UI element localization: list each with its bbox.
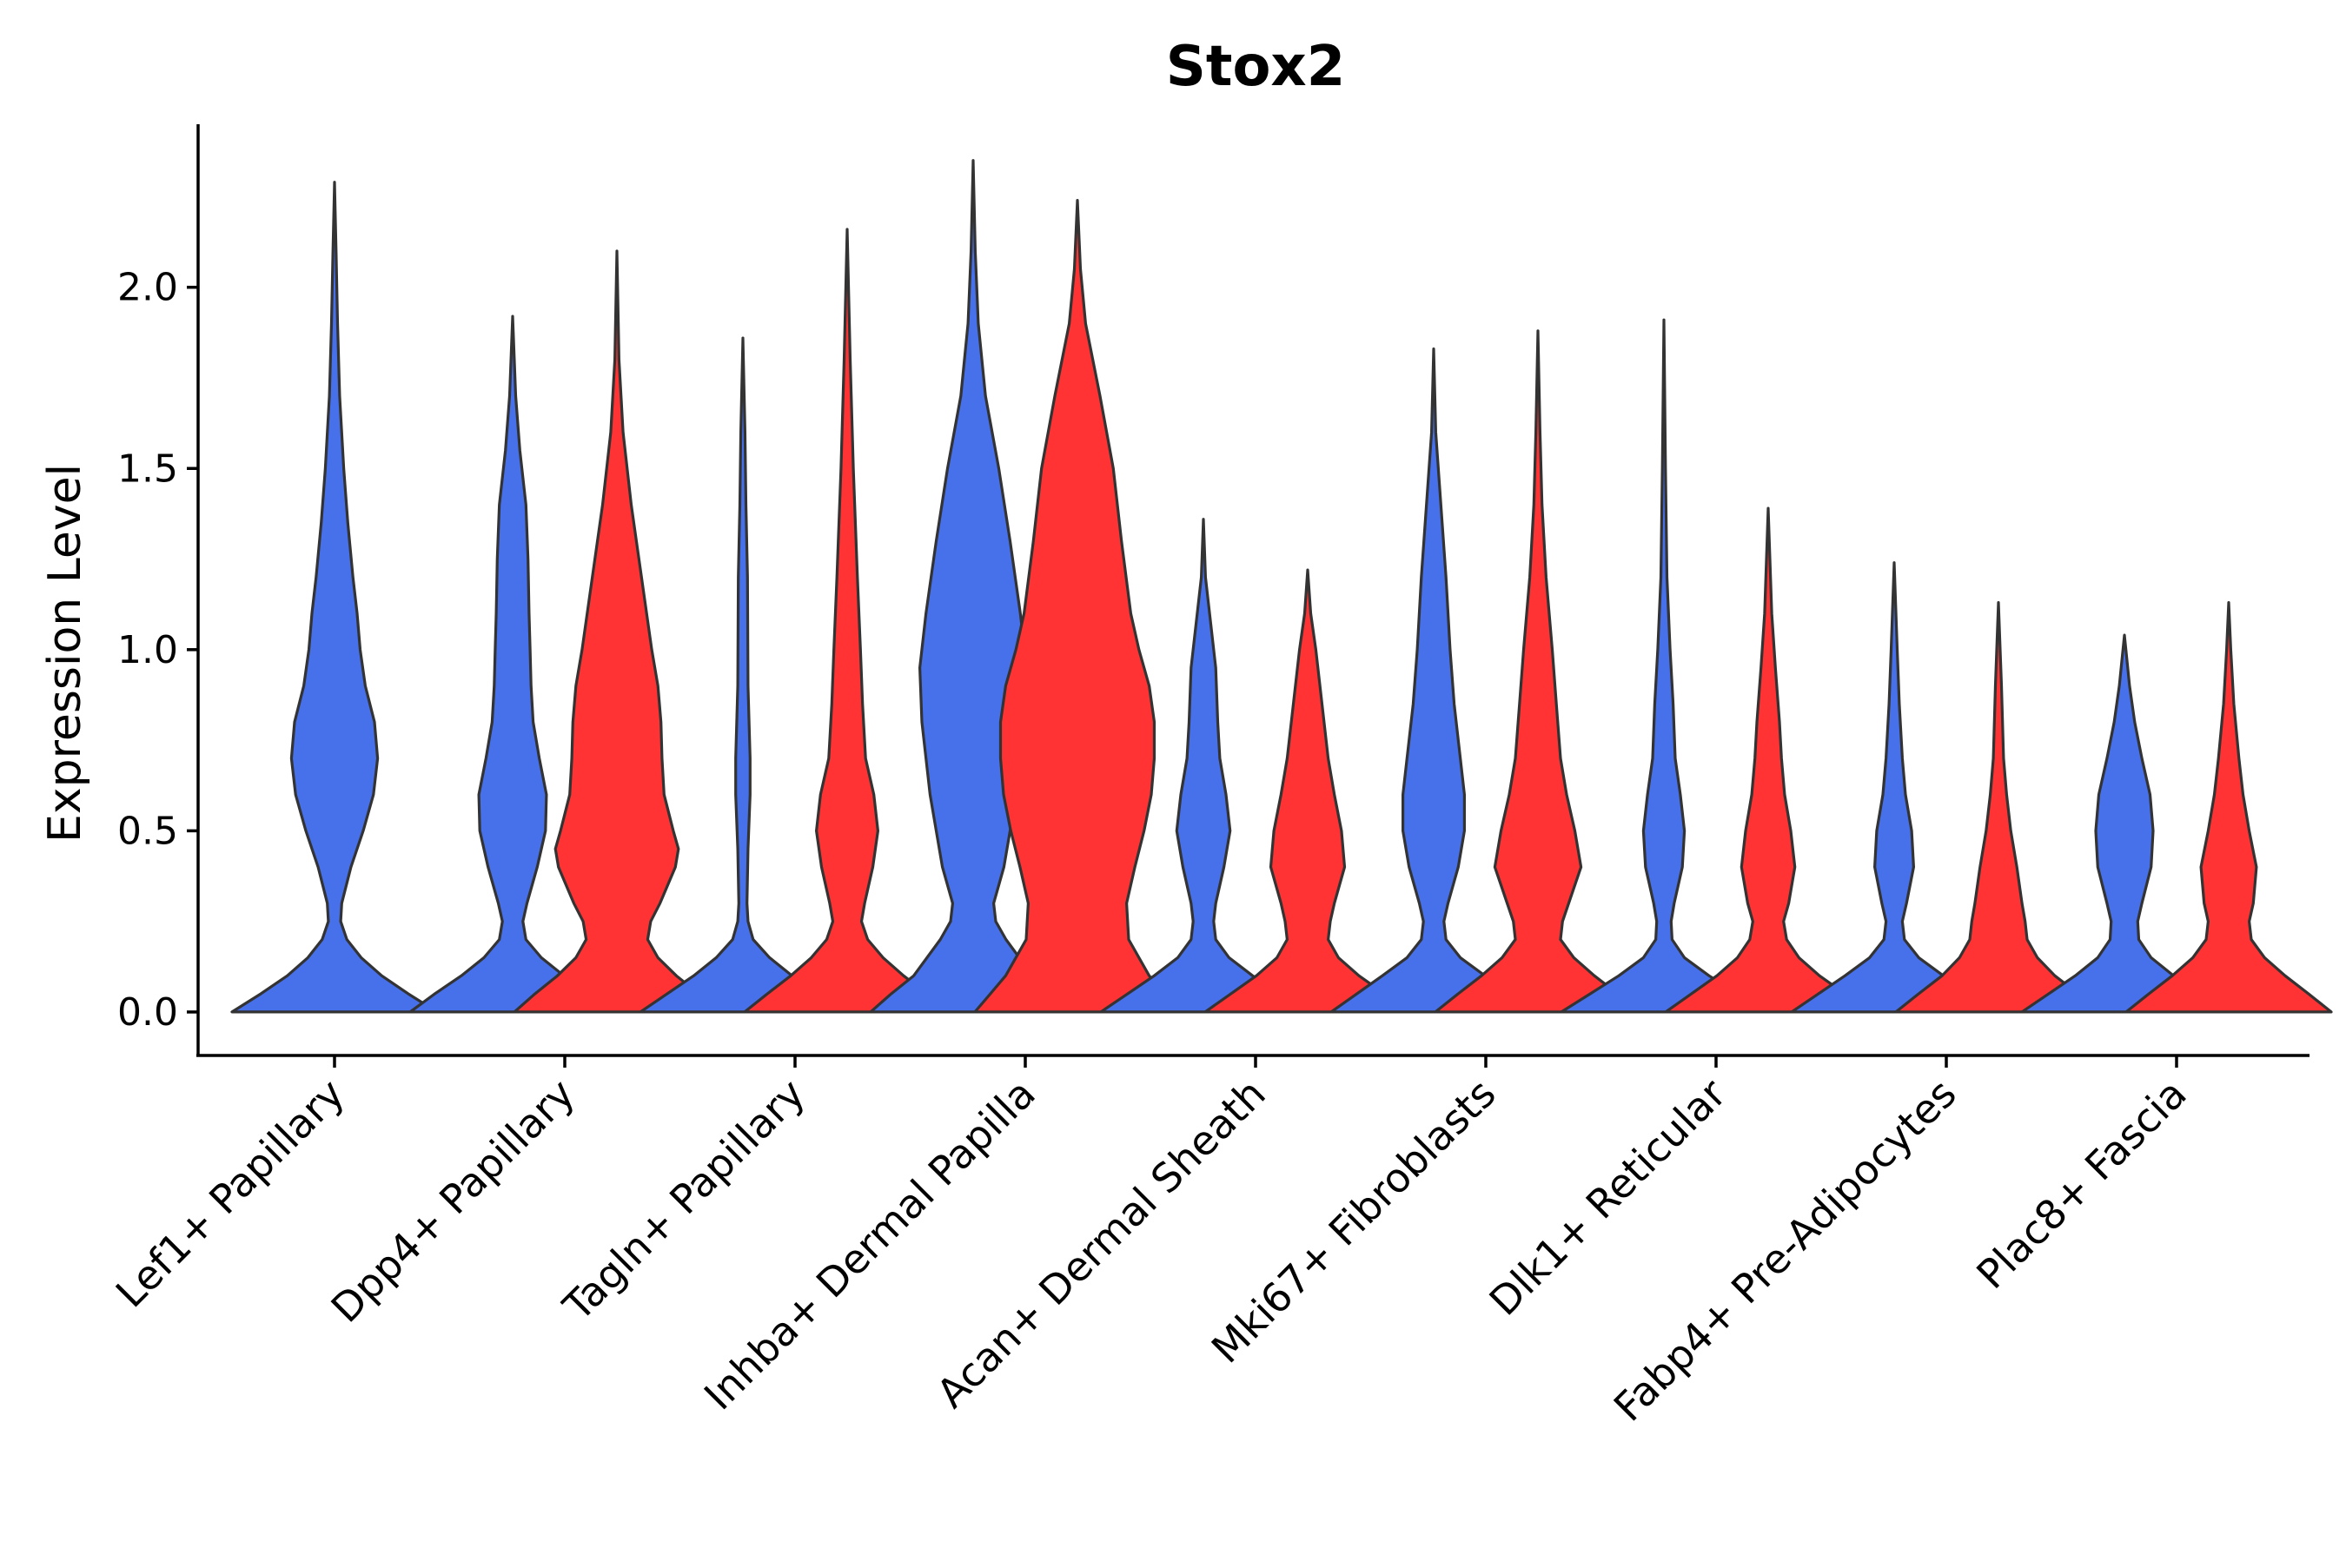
y-tick-label: 1.0: [117, 628, 178, 672]
y-tick-label: 1.5: [117, 447, 178, 491]
violin-blue: [408, 314, 617, 1014]
violin-blue: [1790, 561, 1998, 1014]
y-tick-label: 0.0: [117, 990, 178, 1035]
y-axis-ticks: 0.0 0.5 1.0 1.5 2.0: [117, 266, 198, 1035]
x-tick-label: Lef1+ Papillary: [107, 1070, 354, 1317]
violin-blue: [639, 336, 847, 1014]
violin-red: [1894, 601, 2103, 1014]
x-tick-label: Tagln+ Papillary: [553, 1070, 814, 1331]
violin-red: [2124, 601, 2333, 1014]
x-tick-label: Dpp4+ Papillary: [322, 1070, 584, 1332]
x-tick-label: Dlk1+ Reticular: [1481, 1070, 1735, 1325]
violin-red: [743, 228, 951, 1014]
x-tick-label: Plac8+ Fascia: [1967, 1070, 2195, 1298]
violin-red: [1664, 506, 1872, 1014]
violin-blue: [869, 159, 1077, 1014]
violin-blue: [1099, 518, 1308, 1014]
y-tick-label: 0.5: [117, 809, 178, 853]
violin-red: [513, 249, 721, 1014]
violin-red: [973, 199, 1182, 1014]
y-axis-title: Expression Level: [39, 464, 91, 843]
violin-blue: [1560, 318, 1768, 1014]
violin-red: [1434, 329, 1642, 1014]
chart-title: Stox2: [1166, 35, 1345, 99]
violin-red: [1203, 568, 1412, 1014]
violin-blue: [1329, 347, 1538, 1014]
violin-blue: [230, 181, 439, 1014]
y-tick-label: 2.0: [117, 266, 178, 310]
violin-blue: [2020, 633, 2229, 1014]
violin-group: [230, 159, 2333, 1014]
